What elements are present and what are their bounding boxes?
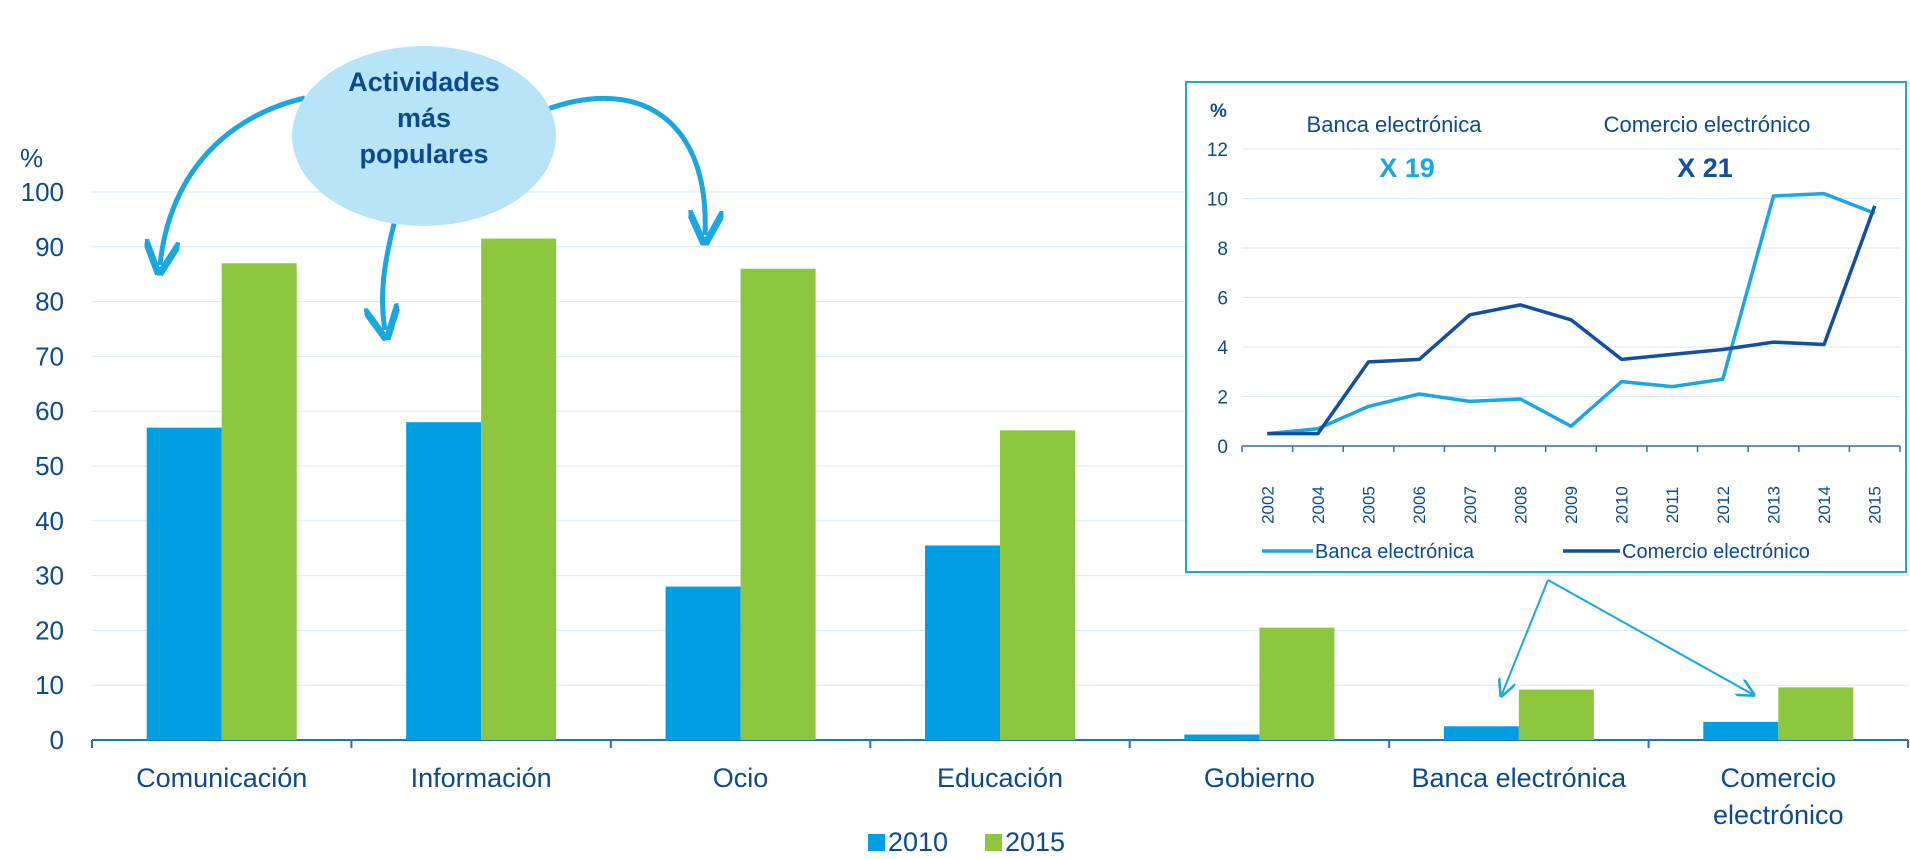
callout-bubble — [292, 46, 556, 226]
inset-legend: Banca electrónica Comercio electrónico — [1262, 541, 1810, 563]
inset-y-tick-label: 0 — [1217, 437, 1228, 458]
main-x-tick-label: Comunicación — [136, 763, 307, 793]
legend-swatch-2015 — [985, 834, 1002, 851]
bar-2010 — [1184, 734, 1260, 740]
inset-x-tick-label: 2008 — [1511, 486, 1530, 524]
inset-x-tick-label: 2006 — [1410, 486, 1429, 524]
inset-x-tick-label: 2005 — [1360, 486, 1379, 524]
main-y-tick-label: 50 — [35, 451, 64, 481]
main-y-tick-label: 80 — [35, 287, 64, 317]
main-x-tick-labels: Comunicación Información Ocio Educación Gobi… — [136, 763, 1843, 830]
inset-series-lines — [1267, 191, 1877, 436]
main-y-tick-label: 70 — [35, 341, 64, 371]
bar-2010 — [1703, 721, 1779, 740]
inset-x-tick-label: 2007 — [1461, 486, 1480, 524]
bar-2015 — [1259, 627, 1335, 740]
main-y-tick-label: 10 — [35, 670, 64, 700]
inset-y-tick-label: 4 — [1217, 338, 1228, 359]
main-x-tick-label: Comercio — [1721, 763, 1837, 793]
callout-line-2: más — [397, 103, 451, 133]
legend-label-2010: 2010 — [888, 827, 948, 857]
main-y-tick-label: 20 — [35, 615, 64, 645]
inset-y-tick-label: 6 — [1217, 289, 1228, 310]
bar-2015 — [740, 268, 816, 740]
bar-2015 — [1778, 687, 1854, 740]
main-x-tick-label: electrónico — [1713, 800, 1844, 830]
main-y-tick-label: 30 — [35, 561, 64, 591]
inset-line-banca — [1267, 191, 1876, 436]
inset-pointer-arrows — [1502, 579, 1752, 694]
bar-2010 — [925, 545, 1000, 740]
inset-y-axis-label: % — [1210, 101, 1227, 122]
inset-annotation-banca-factor: X 19 — [1379, 153, 1435, 183]
bar-2010 — [406, 422, 482, 740]
callout-line-1: Actividades — [348, 67, 500, 97]
inset-x-tick-label: 2011 — [1663, 487, 1682, 524]
main-x-tick-label: Banca electrónica — [1412, 763, 1628, 793]
inset-legend-label: Comercio electrónico — [1622, 541, 1810, 563]
inset-x-tick-label: 2009 — [1562, 486, 1581, 524]
main-y-axis-label: % — [20, 143, 43, 173]
inset-annotation-comercio-label: Comercio electrónico — [1604, 112, 1811, 137]
inset-legend-label: Banca electrónica — [1315, 541, 1475, 563]
inset-y-tick-label: 8 — [1217, 239, 1228, 260]
inset-x-tick-label: 2015 — [1866, 486, 1885, 524]
inset-y-tick-label: 2 — [1217, 388, 1228, 409]
bar-2010 — [665, 586, 741, 740]
inset-frame — [1185, 81, 1907, 573]
main-x-tick-label: Educación — [937, 763, 1063, 793]
inset-x-tick-label: 2012 — [1714, 486, 1733, 524]
inset-x-tick-labels: 2002 2004 2005 2006 2007 2008 2009 2010 2011 2012… — [1258, 486, 1884, 524]
inset-annotation-comercio-factor: X 21 — [1677, 153, 1733, 183]
bar-2015 — [221, 263, 297, 740]
callout-popular-activities: Actividades más populares — [160, 46, 705, 330]
main-y-tick-label: 60 — [35, 396, 64, 426]
callout-arrow-informacion — [382, 219, 395, 330]
inset-x-tick-label: 2010 — [1613, 486, 1632, 524]
main-x-tick-label: Gobierno — [1204, 763, 1315, 793]
main-bars — [146, 238, 1854, 740]
inset-line-chart: % Banca electrónica X 19 Comercio electr… — [1185, 81, 1907, 573]
inset-x-tick-label: 2013 — [1764, 486, 1783, 524]
inset-x-tick-label: 2004 — [1309, 486, 1328, 524]
main-x-tick-label: Ocio — [713, 763, 769, 793]
bar-2010 — [1443, 726, 1519, 740]
legend-label-2015: 2015 — [1005, 827, 1065, 857]
legend-swatch-2010 — [868, 834, 885, 851]
inset-gridlines — [1241, 148, 1901, 452]
callout-arrow-ocio — [544, 95, 705, 235]
main-y-tick-label: 0 — [50, 725, 64, 755]
inset-annotation-banca-label: Banca electrónica — [1307, 112, 1483, 137]
bar-2010 — [146, 427, 222, 740]
inset-x-tick-label: 2002 — [1258, 486, 1277, 524]
bar-2015 — [1518, 689, 1594, 740]
callout-arrow-comunicacion — [160, 95, 306, 265]
main-y-tick-label: 40 — [35, 506, 64, 536]
pointer-arrow-comercio — [1547, 579, 1752, 694]
main-y-tick-label: 90 — [35, 232, 64, 262]
main-y-tick-label: 100 — [21, 177, 64, 207]
bar-2015 — [481, 238, 557, 740]
inset-line-comercio — [1267, 205, 1877, 436]
inset-y-tick-labels: 0 2 4 6 8 10 12 — [1207, 140, 1229, 458]
main-x-tick-label: Información — [411, 763, 552, 793]
main-legend: 2010 2015 — [868, 827, 1065, 857]
bar-2015 — [1000, 430, 1075, 740]
inset-y-tick-label: 12 — [1207, 140, 1228, 161]
pointer-arrow-banca — [1502, 579, 1549, 694]
inset-y-tick-label: 10 — [1207, 190, 1228, 211]
main-y-tick-labels: 0 10 20 30 40 50 60 70 80 90 100 — [21, 177, 64, 755]
inset-x-tick-label: 2014 — [1815, 486, 1834, 524]
callout-line-3: populares — [359, 139, 488, 169]
